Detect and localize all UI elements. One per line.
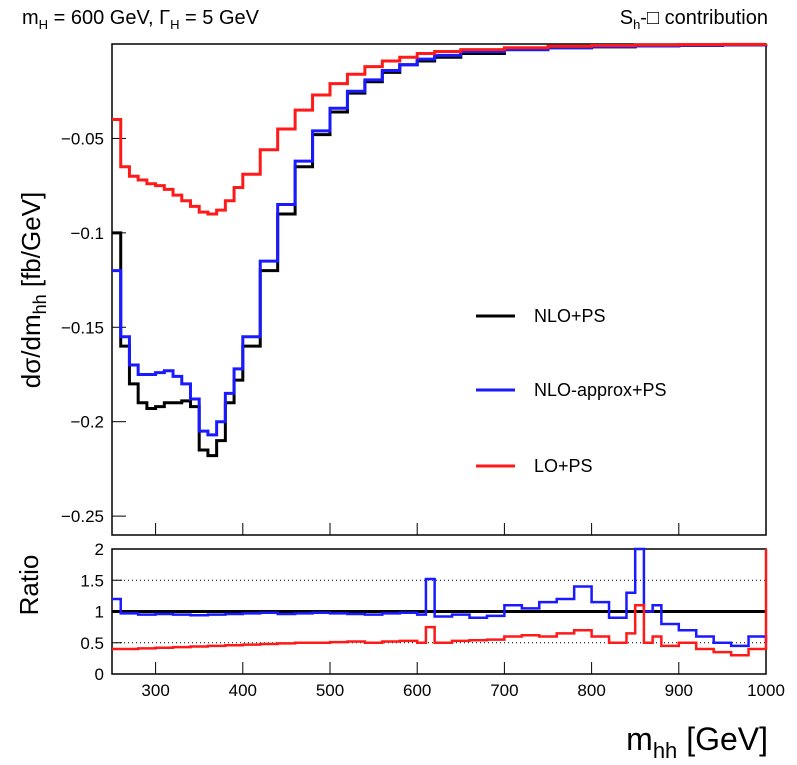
main-panel-frame [111,43,767,536]
x-tick-label: 400 [229,681,257,700]
ratio-y-tick-label: 1.5 [80,571,104,590]
ratio-line-nlo-approx-ps [112,547,768,648]
ratio-line-lo-ps [112,549,768,657]
ratio-y-axis: 0 0.5 1 1.5 2 [80,540,122,684]
x-tick-label: 700 [490,681,518,700]
title-right: Sh-□ contribution [620,7,768,32]
x-axis-title: mhh [GeV] [626,721,768,763]
legend-label-nlo-ps: NLO+PS [534,306,606,326]
title-left: mH = 600 GeV, ΓH = 5 GeV [22,7,260,32]
y-axis-title: dσ/dmhh [fb/GeV] [16,192,50,389]
x-tick-label: 1000 [747,681,785,700]
legend-label-nlo-approx-ps: NLO-approx+PS [534,380,667,400]
main-y-tick-label: −0.1 [70,224,104,243]
legend: NLO+PS NLO-approx+PS LO+PS [476,306,667,476]
ratio-axis-title: Ratio [14,555,44,616]
x-tick-label: 300 [141,681,169,700]
main-y-tick-label: −0.15 [61,318,104,337]
x-tick-label: 500 [316,681,344,700]
ratio-plot-area [112,547,768,657]
ratio-y-tick-label: 2 [95,540,104,559]
main-y-axis: −0.05 −0.1 −0.15 −0.2 −0.25 [61,129,126,526]
ratio-reference-lines [112,579,766,644]
ratio-y-tick-label: 1 [95,603,104,622]
legend-label-lo-ps: LO+PS [534,456,593,476]
series-line-lo-ps [112,42,768,216]
x-tick-label: 600 [403,681,431,700]
series-line-nlo-ps [112,43,768,458]
x-tick-label: 900 [665,681,693,700]
series-line-nlo-approx-ps [112,43,768,437]
main-plot-area [112,42,768,458]
main-y-tick-label: −0.2 [70,413,104,432]
ratio-y-tick-label: 0 [95,665,104,684]
x-tick-label: 800 [577,681,605,700]
ratio-y-tick-label: 0.5 [80,634,104,653]
main-y-tick-label: −0.25 [61,507,104,526]
x-axis: 300 400 500 600 700 800 900 1000 [141,523,785,700]
main-y-tick-label: −0.05 [61,129,104,148]
